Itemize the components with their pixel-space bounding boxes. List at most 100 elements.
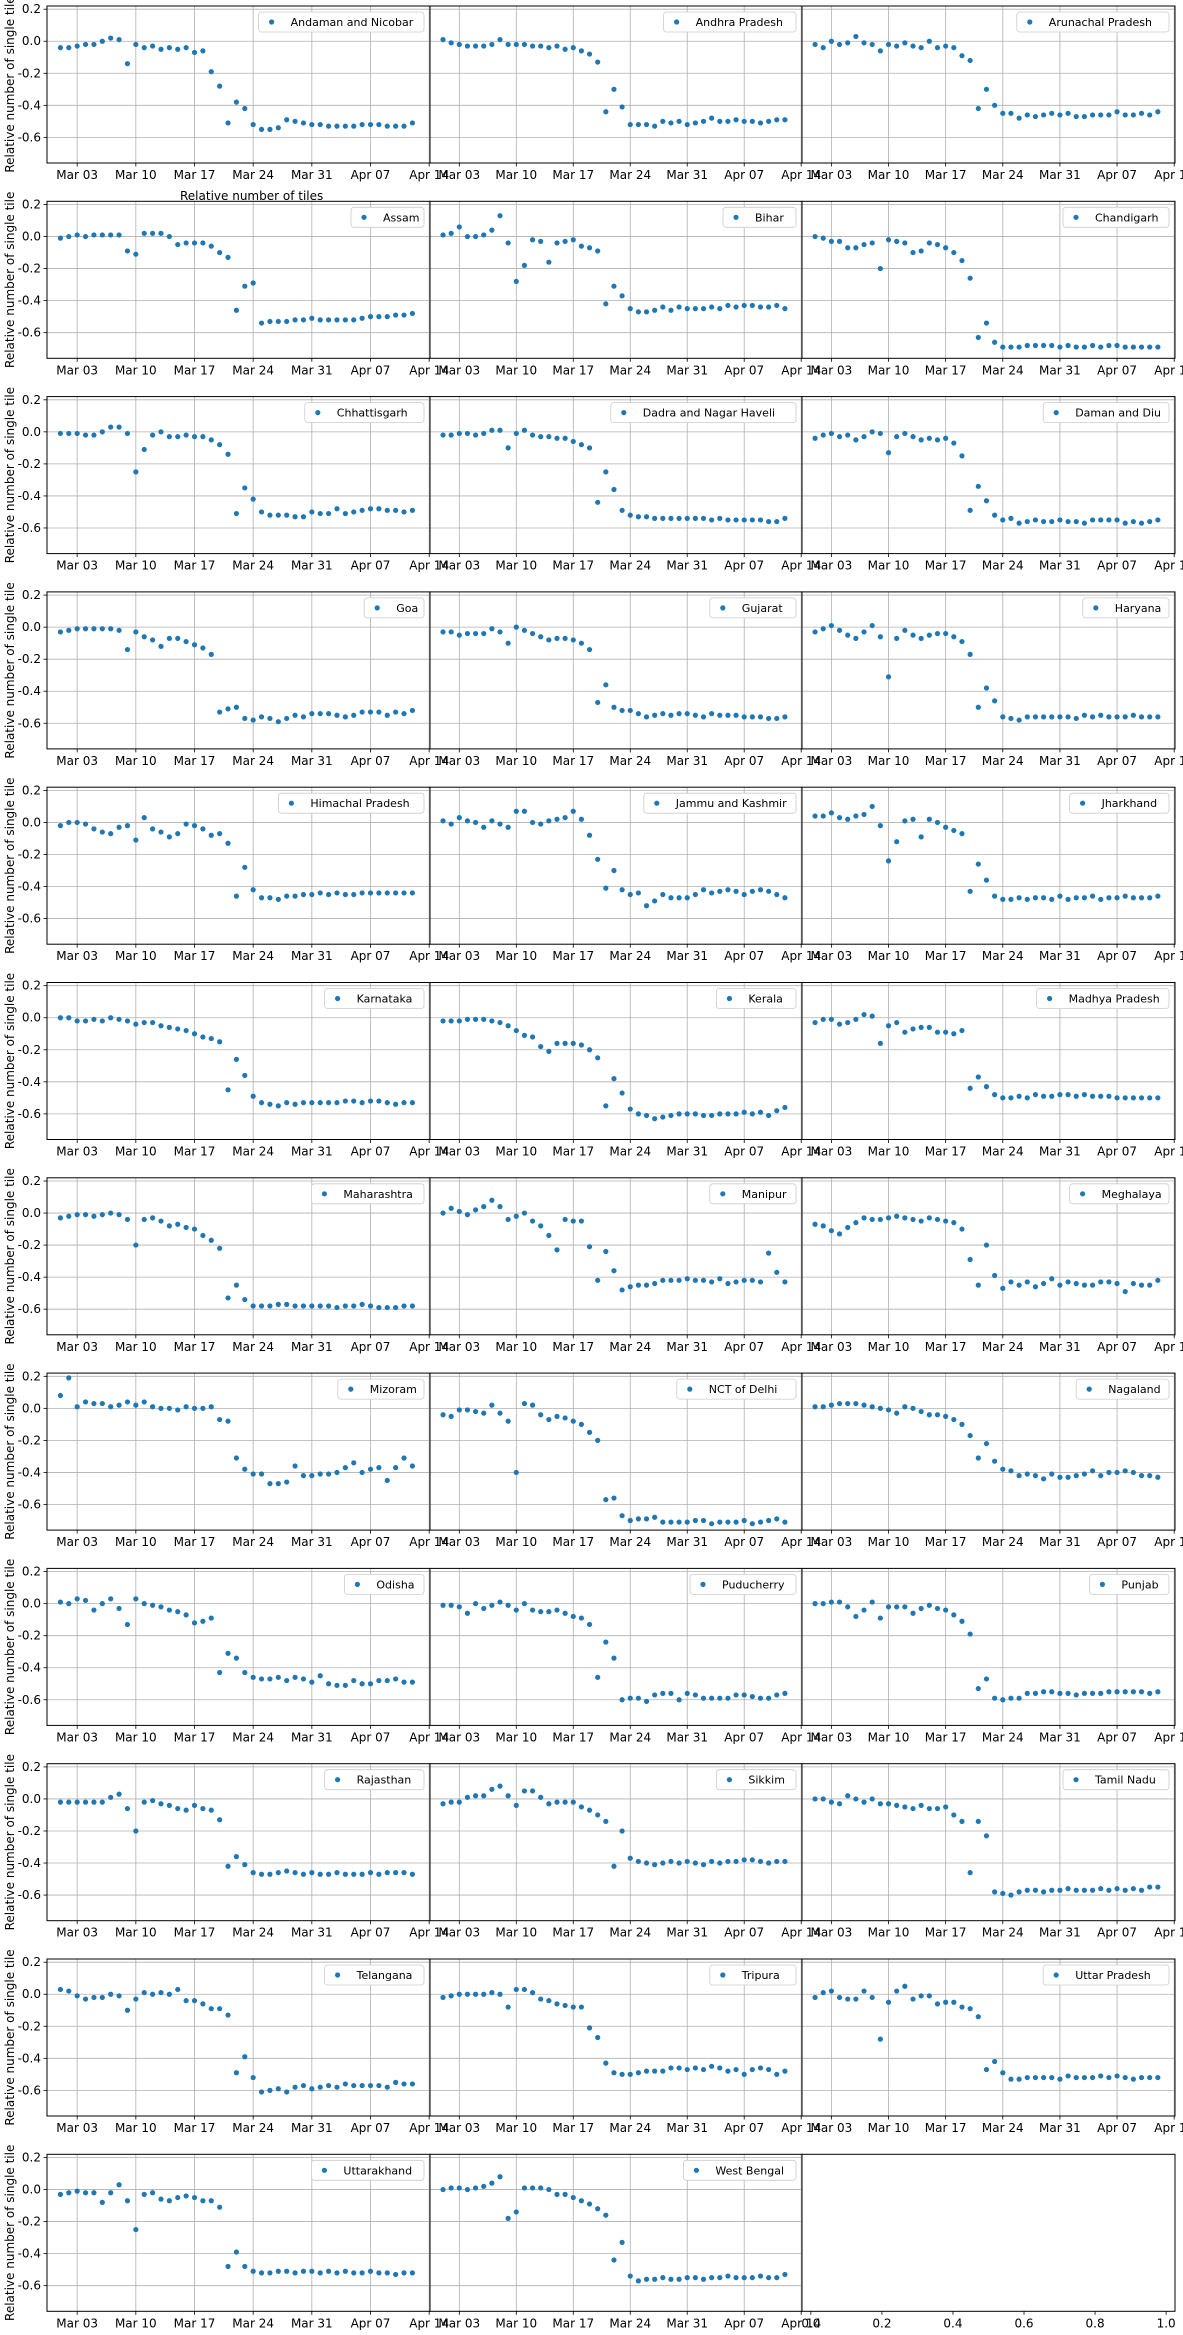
data-point (99, 626, 105, 632)
data-point (766, 518, 772, 525)
data-point (1138, 520, 1145, 526)
data-point (774, 2275, 780, 2281)
data-point (409, 1463, 416, 1469)
data-point (82, 432, 89, 438)
legend: Tripura (709, 1964, 797, 1986)
data-point (208, 1807, 214, 1813)
data-point (250, 2074, 256, 2081)
y-tick-label: -0.4 (18, 1465, 41, 1479)
data-point (225, 2263, 231, 2270)
data-point (242, 1466, 248, 1472)
data-point (959, 831, 965, 837)
legend-marker (1080, 800, 1086, 806)
data-point (684, 1690, 690, 1696)
legend-box (643, 792, 797, 814)
data-point (1147, 1690, 1153, 1696)
data-point (191, 2194, 198, 2201)
data-point (766, 1860, 772, 1866)
data-point (635, 1516, 641, 1522)
x-tick-label: Mar 03 (56, 1535, 98, 1549)
data-point (1106, 1689, 1112, 1695)
data-point (975, 1455, 981, 1461)
data-point (845, 632, 851, 638)
data-point (175, 635, 181, 641)
data-point (1073, 1887, 1079, 1893)
x-tick-label: Mar 03 (438, 2121, 480, 2135)
data-point (992, 339, 998, 345)
data-point (284, 715, 290, 722)
data-point (717, 2275, 723, 2281)
data-point (733, 2275, 739, 2281)
data-point (448, 629, 454, 635)
data-point (183, 45, 189, 51)
legend-box (1062, 1769, 1170, 1791)
subplot-empty: 0.0 0.2 0.4 0.6 0.8 1.0 (801, 2153, 1176, 2330)
x-tick-label: Apr 07 (724, 168, 764, 182)
data-point (652, 123, 658, 129)
data-point (1081, 895, 1088, 901)
x-tick-label: Apr 14 (781, 168, 821, 182)
data-point (351, 1303, 357, 1309)
x-tick-label: Mar 31 (291, 363, 333, 377)
data-point (292, 1101, 298, 1107)
subplot-daman-and-diu: Mar 03 Mar 10 Mar 17 Mar 24 Mar 31 Apr 07 Apr … (801, 396, 1183, 573)
data-point (562, 635, 568, 641)
data-point (409, 507, 416, 513)
y-tick-label: 0.0 (22, 1987, 41, 2001)
data-point (766, 888, 772, 894)
data-point (141, 815, 147, 821)
data-point (334, 506, 340, 512)
data-point (660, 1277, 666, 1283)
data-point (217, 1245, 223, 1251)
data-point (1081, 520, 1088, 526)
data-point (124, 1399, 131, 1405)
x-tick-label: Mar 24 (232, 1926, 274, 1940)
data-point (489, 41, 495, 48)
data-point (918, 248, 924, 254)
x-tick-label: Apr 07 (724, 1730, 764, 1744)
data-point (233, 510, 240, 517)
data-point (828, 1228, 834, 1234)
x-tick-label: Mar 31 (1039, 949, 1081, 963)
x-tick-label: Mar 10 (495, 1535, 537, 1549)
data-point (275, 896, 281, 902)
data-point (472, 1991, 479, 1997)
data-point (359, 709, 365, 715)
data-point (1008, 1279, 1014, 1285)
data-point (1057, 112, 1063, 118)
data-point (99, 1994, 105, 2001)
x-tick-label: 0.6 (1014, 2316, 1033, 2330)
data-point (208, 2006, 214, 2012)
data-point (757, 2273, 764, 2279)
data-point (1008, 896, 1014, 902)
data-point (1106, 714, 1112, 720)
data-point (1106, 517, 1112, 523)
data-point (74, 1993, 80, 1999)
data-point (578, 1421, 585, 1427)
y-axis-label: Relative number of single tile (3, 582, 17, 758)
y-tick-label: -0.6 (18, 912, 41, 926)
data-point (700, 714, 707, 720)
data-point (401, 123, 407, 129)
data-point (885, 1023, 892, 1029)
subplot-telangana: Mar 03 Mar 10 Mar 17 Mar 24 Mar 31 Apr 07 Apr … (3, 1949, 449, 2135)
x-tick-label: Apr 14 (409, 559, 449, 573)
data-point (894, 1019, 900, 1026)
data-point (692, 2065, 698, 2071)
data-point (1098, 2073, 1104, 2079)
data-point (684, 895, 690, 901)
data-point (448, 1413, 454, 1419)
legend-label: Meghalaya (1102, 1188, 1162, 1201)
y-axis-label: Relative number of single tile (3, 1949, 17, 2125)
data-point (521, 1400, 528, 1407)
data-point (133, 41, 139, 48)
data-point (284, 1677, 290, 1684)
data-point (586, 245, 593, 251)
data-point (175, 46, 181, 52)
data-point (376, 314, 382, 320)
x-tick-label: Mar 24 (982, 1145, 1024, 1159)
legend-label: Telangana (356, 1969, 413, 1982)
data-point (877, 265, 883, 272)
data-point (141, 1216, 147, 1223)
x-tick-label: Mar 03 (438, 1730, 480, 1744)
